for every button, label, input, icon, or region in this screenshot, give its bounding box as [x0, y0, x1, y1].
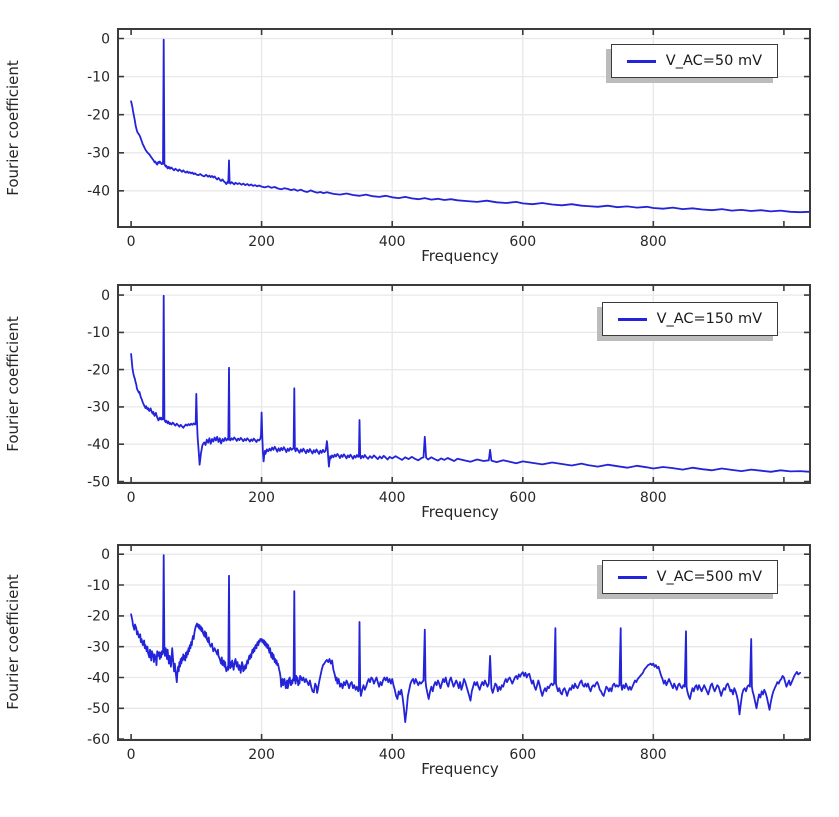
x-tick-label: 400 — [379, 234, 406, 250]
x-axis-label-2: Frequency — [421, 503, 499, 521]
legend-label-2: V_AC=150 mV — [656, 311, 762, 327]
x-tick-label: 600 — [509, 747, 536, 763]
data-line-3 — [130, 554, 802, 723]
y-tick-label: 0 — [101, 31, 110, 47]
y-tick-label: -20 — [87, 609, 110, 625]
y-tick-label: 0 — [101, 547, 110, 563]
x-tick-label: 600 — [509, 490, 536, 506]
legend-line-swatch-1 — [626, 59, 656, 63]
legend-label-3: V_AC=500 mV — [656, 569, 762, 585]
y-tick-label: -30 — [87, 146, 110, 162]
y-tick-label: -30 — [87, 640, 110, 656]
x-axis-label-3: Frequency — [421, 760, 499, 778]
data-line-1 — [130, 38, 811, 214]
y-tick-label: -10 — [87, 325, 110, 341]
x-tick-label: 0 — [127, 234, 136, 250]
y-tick-label: -50 — [87, 474, 110, 490]
x-tick-label: 0 — [127, 490, 136, 506]
y-tick-label: -20 — [87, 108, 110, 124]
y-tick-label: -10 — [87, 578, 110, 594]
axis-ticks — [118, 285, 810, 483]
y-tick-label: -60 — [87, 732, 110, 748]
legend-line-swatch-2 — [617, 317, 647, 321]
x-tick-label: 200 — [248, 234, 275, 250]
legend-label-1: V_AC=50 mV — [665, 53, 762, 69]
x-tick-label: 400 — [379, 490, 406, 506]
x-tick-label: 0 — [127, 747, 136, 763]
y-tick-label: -20 — [87, 362, 110, 378]
y-axis-label-1: Fourier coefficient — [4, 60, 22, 196]
x-tick-label: 800 — [640, 234, 667, 250]
x-tick-label: 600 — [509, 234, 536, 250]
plot-frame — [117, 284, 811, 484]
x-tick-label: 200 — [248, 747, 275, 763]
axis-ticks — [118, 29, 810, 227]
y-axis-label-2: Fourier coefficient — [4, 316, 22, 452]
x-tick-label: 800 — [640, 490, 667, 506]
x-tick-label: 400 — [379, 747, 406, 763]
subplot-1: 0 200 400 600 800 0 -10 -20 -30 -40 — [87, 28, 811, 250]
data-line-2 — [130, 294, 811, 473]
y-tick-label: -40 — [87, 670, 110, 686]
axis-ticks — [118, 545, 810, 740]
y-tick-label: -40 — [87, 437, 110, 453]
plot-frame — [117, 28, 811, 228]
y-axis-label-3: Fourier coefficient — [4, 574, 22, 710]
plot-frame — [117, 544, 811, 741]
x-tick-label: 200 — [248, 490, 275, 506]
y-tick-label: -40 — [87, 184, 110, 200]
legend-plot-3: V_AC=500 mV — [601, 560, 778, 594]
legend-line-swatch-3 — [617, 575, 647, 579]
y-tick-label: -30 — [87, 400, 110, 416]
legend-plot-1: V_AC=50 mV — [610, 44, 778, 78]
x-axis-label-1: Frequency — [421, 247, 499, 265]
y-tick-label: -10 — [87, 69, 110, 85]
y-tick-label: -50 — [87, 701, 110, 717]
x-tick-label: 800 — [640, 747, 667, 763]
y-tick-label: 0 — [101, 288, 110, 304]
legend-plot-2: V_AC=150 mV — [601, 302, 778, 336]
